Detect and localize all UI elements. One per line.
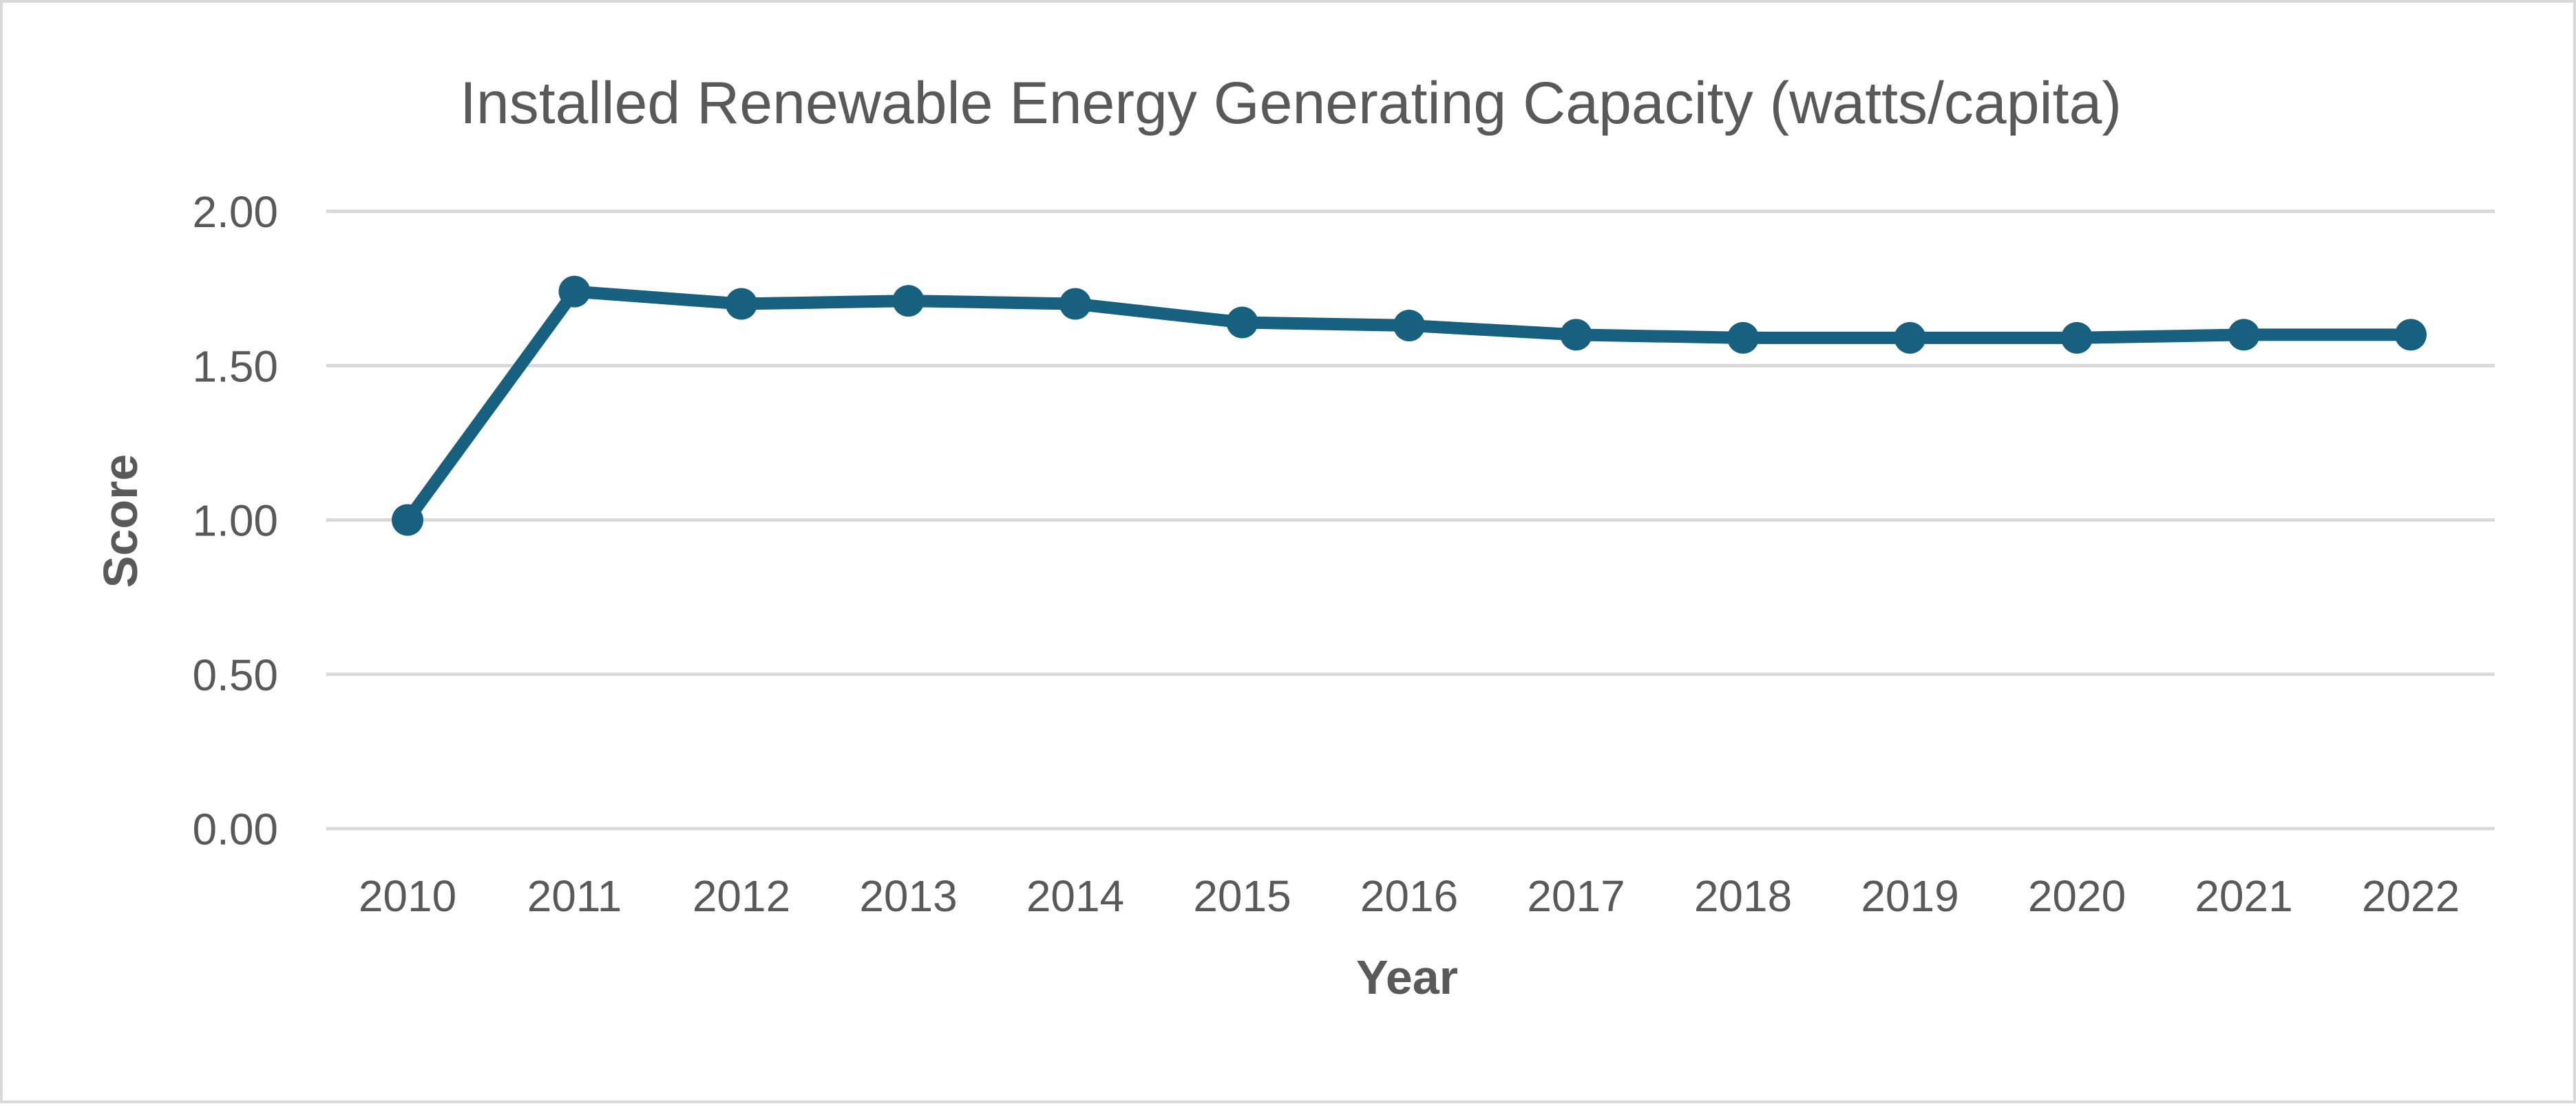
y-tick-label: 2.00 — [192, 187, 278, 237]
data-point — [1560, 319, 1592, 351]
data-point — [2228, 319, 2260, 351]
y-axis-title: Score — [94, 454, 147, 588]
line-chart: Installed Renewable Energy Generating Ca… — [94, 70, 2495, 1004]
x-tick-label: 2018 — [1694, 871, 1792, 921]
data-point — [1226, 306, 1258, 339]
x-tick-label: 2020 — [2028, 871, 2126, 921]
x-tick-label: 2011 — [527, 871, 622, 921]
x-tick-label: 2012 — [693, 871, 790, 921]
y-tick-label: 1.00 — [192, 496, 278, 546]
x-tick-label: 2015 — [1193, 871, 1291, 921]
y-axis-ticks: 0.00 0.50 1.00 1.50 2.00 — [192, 187, 278, 854]
x-axis-title: Year — [1356, 950, 1458, 1004]
y-tick-label: 1.50 — [192, 341, 278, 391]
x-tick-label: 2010 — [359, 871, 456, 921]
chart-title: Installed Renewable Energy Generating Ca… — [460, 70, 2122, 136]
data-point — [392, 504, 423, 536]
y-tick-label: 0.50 — [192, 650, 278, 700]
data-point — [1727, 321, 1759, 354]
gridlines — [326, 209, 2495, 831]
x-tick-label: 2019 — [1861, 871, 1959, 921]
y-tick-label: 0.00 — [192, 805, 278, 854]
x-tick-label: 2016 — [1360, 871, 1458, 921]
x-tick-label: 2017 — [1527, 871, 1625, 921]
data-point — [1894, 321, 1926, 354]
x-tick-label: 2022 — [2362, 871, 2460, 921]
x-tick-label: 2013 — [859, 871, 957, 921]
data-point — [2061, 321, 2093, 354]
x-tick-label: 2014 — [1026, 871, 1124, 921]
data-point — [558, 275, 591, 308]
data-point — [892, 285, 925, 317]
data-point — [726, 288, 757, 320]
data-point — [1059, 288, 1091, 320]
series-layer — [392, 275, 2427, 536]
data-point — [1393, 309, 1425, 341]
x-tick-label: 2021 — [2195, 871, 2292, 921]
x-axis-ticks: 2010 2011 2012 2013 2014 2015 2016 2017 2018 2019… — [359, 871, 2460, 921]
data-point — [2395, 319, 2427, 351]
